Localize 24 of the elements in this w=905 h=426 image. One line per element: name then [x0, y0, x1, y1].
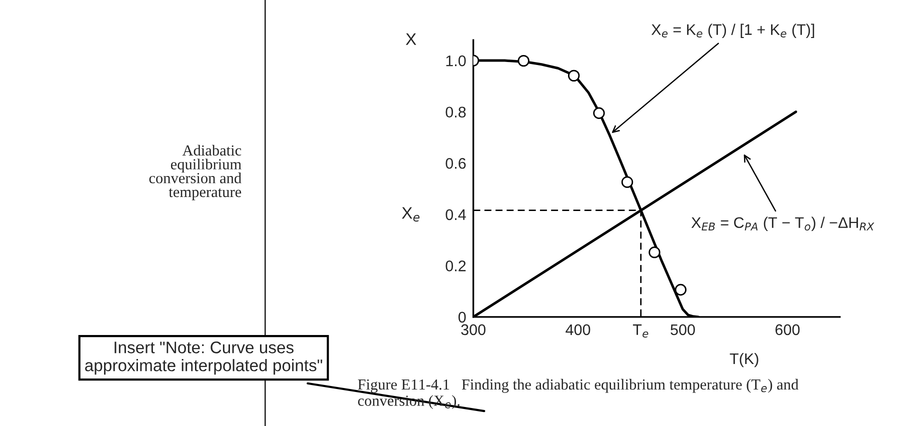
y-tick-label: 0.4: [446, 209, 466, 220]
y-tick-label: 0: [458, 312, 466, 323]
x-axis-title: T(K): [730, 352, 758, 368]
text: X$_{e}$: [402, 207, 420, 222]
x-tick-label: 300: [461, 324, 486, 336]
y-tick-label: 0.2: [446, 260, 466, 272]
y-axis-title: X: [406, 33, 416, 45]
text: Adiabatic equilibrium conversion and temperature: [149, 144, 242, 200]
annotation: X$_{e}$ = K$_{e}$ (T) / [1 + K$_{e}$ (T)]: [651, 24, 814, 38]
point: [518, 54, 530, 67]
x-tick-label: T$_{e}$: [632, 324, 648, 338]
point: [621, 176, 634, 188]
x-tick-label: 600: [776, 324, 800, 336]
text: Insert "Note: Curve uses approximate interpolated points": [85, 342, 322, 375]
y-tick-label: 0.8: [446, 106, 466, 118]
y-tick-label: 0.6: [446, 158, 466, 169]
point: [568, 70, 580, 82]
point: [674, 284, 687, 296]
y-tick-label: 1.0: [446, 55, 466, 66]
x-tick-label: 500: [670, 324, 695, 336]
point: [593, 107, 605, 119]
point: [648, 246, 660, 258]
annotation: X$_{EB}$ = C$_{PA}$ (T − T$_{o}$) / −ΔH$_{RX}$: [691, 216, 874, 232]
x-tick-label: 400: [566, 324, 590, 336]
